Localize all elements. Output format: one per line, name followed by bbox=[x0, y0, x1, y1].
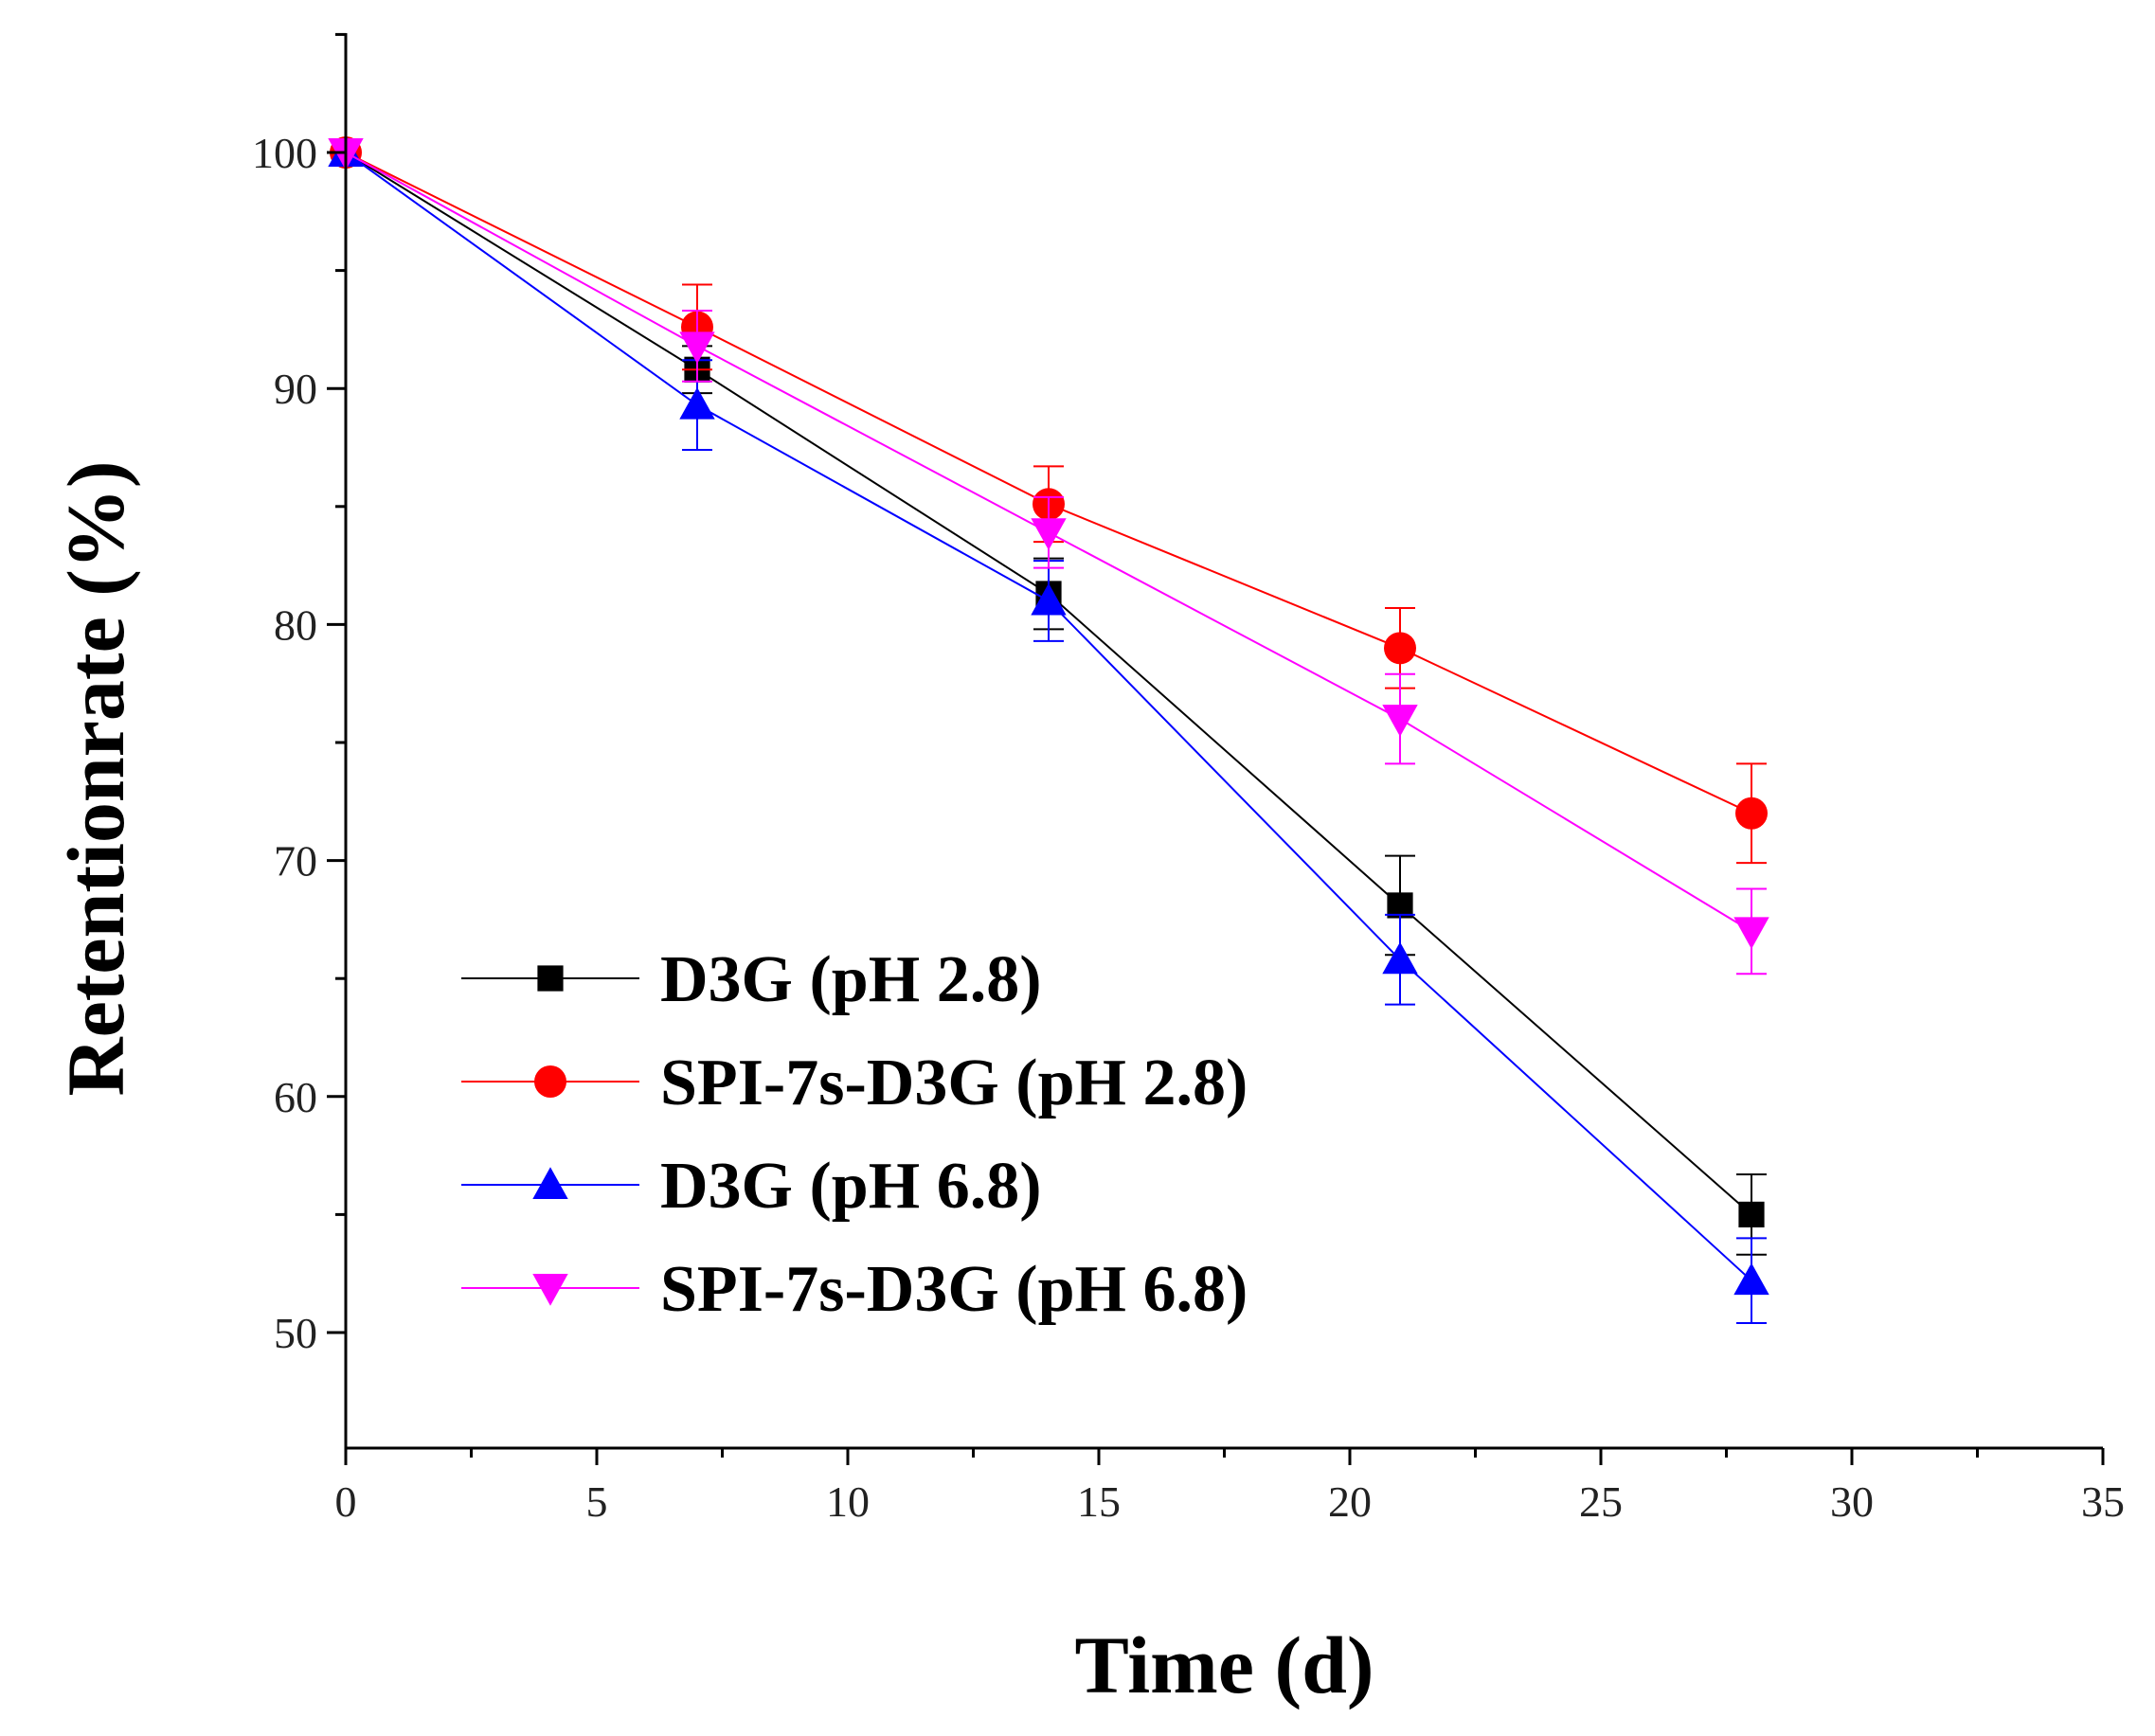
axes-layer bbox=[344, 33, 2103, 1450]
y-axis-title: Retentionrate (%) bbox=[50, 460, 141, 1096]
x-tick-label: 5 bbox=[586, 1477, 608, 1526]
series-layer bbox=[328, 134, 1769, 1325]
square-marker bbox=[1738, 1201, 1765, 1227]
y-tick-label: 70 bbox=[274, 837, 317, 886]
legend-item: SPI-7s-D3G (pH 6.8) bbox=[461, 1253, 1248, 1326]
x-tick-label: 35 bbox=[2081, 1477, 2125, 1526]
series-3 bbox=[328, 138, 1769, 975]
ticks-layer: 0 5 10 15 20 25 30 35 50 60 70 80 90 100 bbox=[252, 32, 2125, 1526]
legend-label: D3G (pH 6.8) bbox=[660, 1150, 1042, 1223]
x-tick-label: 10 bbox=[826, 1477, 870, 1526]
x-axis-title: Time (d) bbox=[1074, 1620, 1374, 1710]
square-marker bbox=[537, 965, 564, 992]
x-tick-label: 0 bbox=[335, 1477, 357, 1526]
legend-label: SPI-7s-D3G (pH 6.8) bbox=[660, 1253, 1248, 1326]
triangle-down-marker bbox=[1031, 518, 1067, 550]
triangle-down-marker bbox=[1382, 705, 1418, 737]
y-tick-label: 90 bbox=[274, 365, 317, 413]
y-tick-label: 80 bbox=[274, 600, 317, 649]
triangle-up-marker bbox=[679, 386, 715, 420]
y-tick-label: 100 bbox=[252, 129, 317, 177]
y-tick-label: 60 bbox=[274, 1073, 317, 1121]
circle-marker bbox=[534, 1065, 566, 1098]
x-tick-label: 20 bbox=[1328, 1477, 1372, 1526]
triangle-down-marker bbox=[679, 331, 715, 365]
legend: D3G (pH 2.8) SPI-7s-D3G (pH 2.8) D3G (pH 6… bbox=[461, 943, 1248, 1326]
triangle-up-marker bbox=[1733, 1262, 1769, 1296]
triangle-down-marker bbox=[1733, 917, 1769, 950]
legend-item: SPI-7s-D3G (pH 2.8) bbox=[461, 1047, 1248, 1119]
triangle-up-marker bbox=[1031, 582, 1067, 616]
legend-item: D3G (pH 2.8) bbox=[461, 943, 1042, 1016]
series-2 bbox=[328, 134, 1769, 1325]
circle-marker bbox=[1384, 632, 1416, 665]
x-tick-label: 30 bbox=[1830, 1477, 1874, 1526]
triangle-up-marker bbox=[1382, 941, 1418, 975]
x-tick-label: 25 bbox=[1579, 1477, 1623, 1526]
y-tick-label: 50 bbox=[274, 1309, 317, 1357]
triangle-up-marker bbox=[532, 1167, 568, 1199]
legend-label: SPI-7s-D3G (pH 2.8) bbox=[660, 1047, 1248, 1119]
legend-label: D3G (pH 2.8) bbox=[660, 943, 1042, 1016]
triangle-down-marker bbox=[532, 1274, 568, 1306]
circle-marker bbox=[1735, 796, 1768, 830]
x-tick-label: 15 bbox=[1077, 1477, 1121, 1526]
legend-item: D3G (pH 6.8) bbox=[461, 1150, 1042, 1223]
